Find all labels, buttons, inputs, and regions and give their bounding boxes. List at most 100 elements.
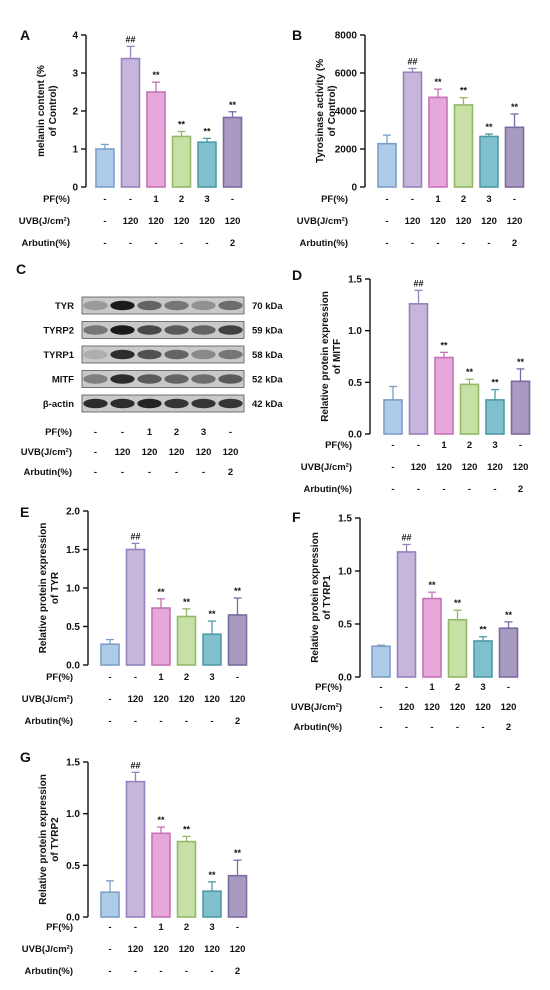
condition-value: 120 [153, 944, 169, 955]
y-tick-label: 4000 [335, 107, 358, 118]
bar [396, 551, 417, 678]
significance-label: ** [460, 86, 468, 96]
bar [485, 399, 505, 435]
condition-value: - [108, 694, 111, 705]
significance-label: ** [157, 815, 165, 825]
condition-value: - [229, 427, 232, 438]
blot-band [137, 325, 162, 335]
condition-value: 120 [501, 702, 517, 713]
significance-label: ** [152, 70, 160, 80]
bar [447, 618, 468, 678]
chart-panel-e: E 0.0 0.5 1.0 1.5 2.0 Relative protein express… [20, 504, 248, 727]
condition-value: - [430, 722, 433, 733]
condition-value: 120 [142, 447, 158, 458]
bar [197, 141, 217, 188]
chart-panel-g: G 0.0 0.5 1.0 1.5 Relative protein expression… [20, 749, 248, 977]
condition-value: 3 [480, 682, 485, 693]
significance-label: ** [234, 848, 242, 858]
significance-label: ** [183, 824, 191, 834]
bar [100, 891, 120, 918]
condition-value: 120 [436, 462, 452, 473]
bar [120, 57, 141, 188]
condition-value: - [462, 238, 465, 249]
condition-value: 3 [204, 194, 209, 205]
blot-size-label: 58 kDa [252, 350, 283, 361]
y-tick-label: 1.5 [66, 758, 80, 769]
condition-value: 2 [179, 194, 184, 205]
significance-label: ** [157, 587, 165, 597]
significance-label: ** [234, 586, 242, 596]
blot-band [83, 398, 108, 409]
condition-value: - [159, 966, 162, 977]
y-tick-label: 4 [72, 31, 78, 42]
condition-value: 2 [467, 440, 472, 451]
significance-label: ** [454, 598, 462, 608]
significance-label: ** [208, 609, 216, 619]
significance-label: ## [130, 531, 140, 541]
condition-value: - [205, 238, 208, 249]
condition-value: - [134, 672, 137, 683]
condition-value: - [236, 672, 239, 683]
bar [422, 597, 442, 678]
condition-row-label: PF(%) [325, 440, 352, 451]
y-tick-label: 1.5 [66, 545, 80, 556]
bar [498, 627, 519, 678]
y-tick-label: 0.5 [66, 861, 80, 872]
condition-value: 120 [424, 702, 440, 713]
bar [371, 645, 391, 678]
condition-row-label: UVB(J/cm²) [297, 216, 348, 227]
y-tick-label: 0.5 [66, 622, 80, 633]
condition-row-label: UVB(J/cm²) [22, 944, 73, 955]
condition-value: - [487, 238, 490, 249]
condition-row-label: Arbutin(%) [293, 722, 342, 733]
condition-value: 120 [196, 447, 212, 458]
significance-label: ** [491, 378, 499, 388]
blot-band [137, 374, 162, 384]
condition-value: 120 [411, 462, 427, 473]
condition-value: 2 [518, 484, 523, 495]
condition-value: - [108, 716, 111, 727]
condition-value: 120 [204, 944, 220, 955]
y-tick-label: 3 [72, 69, 78, 80]
condition-value: - [391, 462, 394, 473]
y-axis-label-line: of TYR [50, 571, 61, 604]
bar [151, 607, 171, 666]
chart-panel-f: F 0.0 0.5 1.0 1.5 Relative protein expression… [291, 509, 519, 733]
condition-value: 120 [475, 702, 491, 713]
significance-label: ** [229, 100, 237, 110]
significance-label: ** [517, 357, 525, 367]
blot-band [164, 374, 189, 384]
blot-strip [81, 394, 245, 413]
condition-row-label: UVB(J/cm²) [19, 216, 70, 227]
blot-band [164, 300, 189, 311]
condition-value: - [481, 722, 484, 733]
bar [202, 890, 222, 918]
blot-protein-label: β-actin [43, 399, 74, 410]
bar [402, 71, 423, 188]
y-axis-label: Relative protein expressionof TYRP2 [38, 774, 61, 905]
condition-value: - [513, 194, 516, 205]
bar [125, 548, 146, 666]
condition-row-label: PF(%) [45, 427, 72, 438]
y-tick-label: 1.5 [338, 514, 352, 525]
y-axis-label-line: of MITF [332, 339, 343, 375]
condition-value: 2 [461, 194, 466, 205]
condition-value: - [108, 966, 111, 977]
condition-value: 120 [179, 694, 195, 705]
condition-row-label: Arbutin(%) [23, 467, 72, 478]
condition-value: 3 [209, 672, 214, 683]
condition-row-label: UVB(J/cm²) [301, 462, 352, 473]
condition-row-label: PF(%) [315, 682, 342, 693]
condition-value: 120 [174, 216, 190, 227]
condition-value: - [417, 440, 420, 451]
y-tick-label: 0 [351, 183, 357, 194]
significance-label: ** [203, 126, 211, 136]
condition-value: 1 [441, 440, 447, 451]
condition-value: 3 [492, 440, 497, 451]
y-axis-label-line: Relative protein expression [38, 774, 49, 905]
bar [100, 643, 120, 666]
condition-value: 2 [235, 966, 240, 977]
y-tick-label: 2.0 [66, 507, 80, 518]
blot-band [218, 398, 243, 409]
